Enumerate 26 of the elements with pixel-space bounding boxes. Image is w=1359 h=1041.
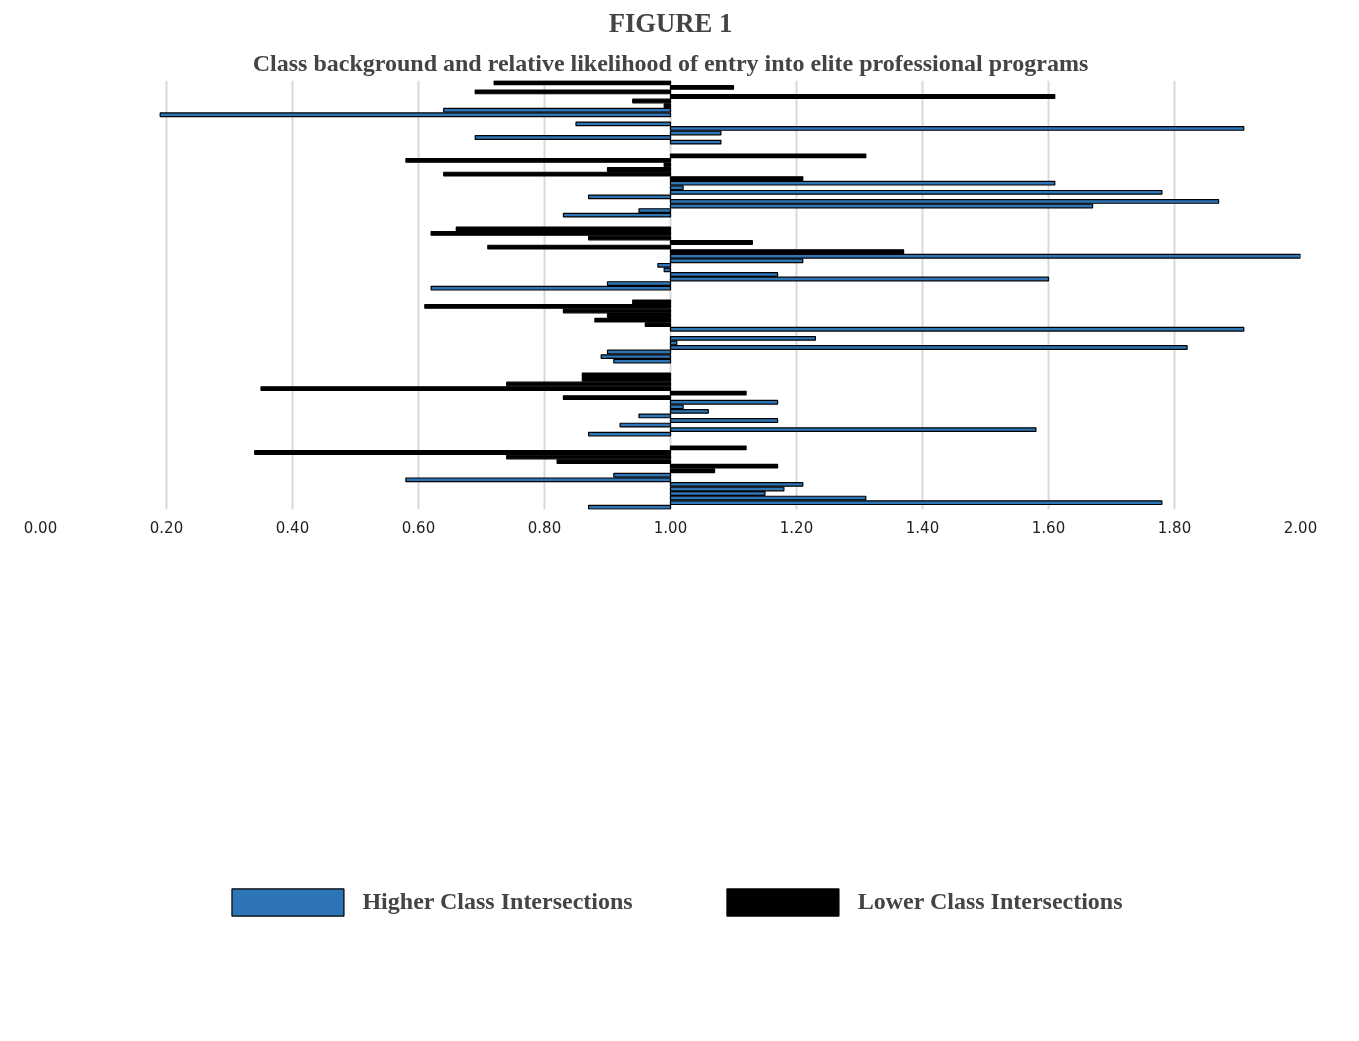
legend-label: Higher Class Intersections: [362, 888, 633, 915]
x-tick-label: 0.80: [527, 518, 562, 537]
bar: [581, 372, 672, 378]
bar: [594, 317, 672, 323]
x-tick-label: 1.80: [1157, 518, 1192, 537]
x-tick-label: 0.00: [23, 518, 58, 537]
bar: [669, 335, 816, 341]
bar: [669, 253, 1301, 259]
x-tick-label: 1.00: [653, 518, 688, 537]
x-tick-label: 1.20: [779, 518, 814, 537]
bar: [159, 112, 672, 118]
x-tick-label: 2.00: [1283, 518, 1318, 537]
chart-title: FIGURE 1: [608, 7, 733, 38]
bar: [424, 303, 672, 309]
bar: [600, 354, 672, 360]
x-tick-label: 0.40: [275, 518, 310, 537]
chart-subtitle: Class background and relative likelihood of entry into elite professional programs: [252, 49, 1089, 76]
bar: [430, 230, 672, 236]
legend-label: Lower Class Intersections: [857, 888, 1123, 915]
x-tick-label: 0.20: [149, 518, 184, 537]
bar: [430, 285, 672, 291]
bar: [669, 180, 1056, 186]
x-tick-label: 1.60: [1031, 518, 1066, 537]
bar: [562, 212, 672, 218]
x-tick-label: 0.60: [401, 518, 436, 537]
x-tick-label: 1.40: [905, 518, 940, 537]
